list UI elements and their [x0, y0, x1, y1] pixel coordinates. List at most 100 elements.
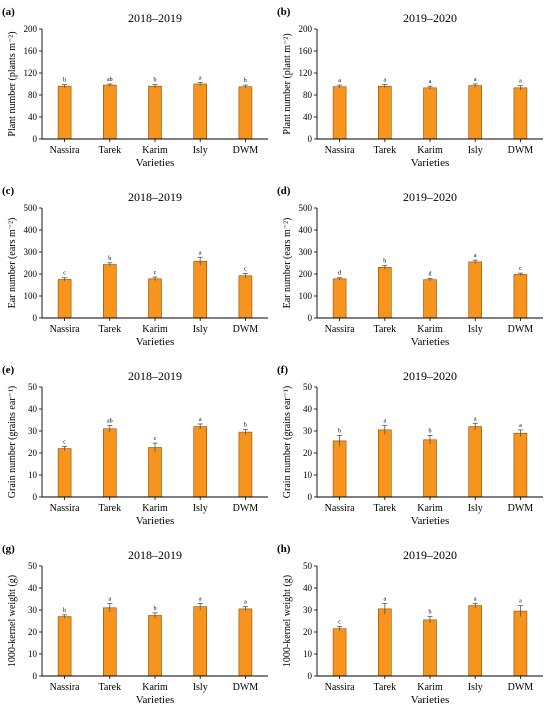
x-tick-label: Karim [417, 324, 443, 335]
bar-nassira [57, 448, 72, 498]
x-tick-label: Isly [193, 503, 208, 514]
x-tick-label: Karim [417, 145, 443, 156]
panel-b: (b) 2019–2020 0 40 80 120 160 200 a Nassira a Tarek… [275, 0, 550, 179]
panel-label: (d) [277, 185, 291, 197]
x-tick-label: Isly [193, 145, 208, 156]
x-tick-label: Isly [193, 324, 208, 335]
y-tick-label: 0 [33, 671, 38, 681]
panel-label: (b) [277, 6, 291, 18]
significance-letter: a [519, 423, 522, 429]
y-tick-label: 50 [28, 561, 38, 571]
chart-title: 2018–2019 [128, 369, 182, 383]
significance-letter: b [338, 428, 341, 434]
x-axis-label: Varieties [411, 515, 449, 527]
bar-isly [468, 261, 482, 319]
y-tick-label: 10 [303, 470, 313, 480]
significance-letter: a [474, 596, 477, 602]
x-axis-label: Varieties [136, 515, 174, 527]
x-tick-label: Isly [468, 145, 483, 156]
significance-letter: c [154, 436, 157, 442]
x-tick-label: Isly [468, 503, 483, 514]
x-tick-label: Karim [417, 682, 443, 693]
y-tick-label: 100 [24, 291, 38, 301]
bar-dwm [238, 608, 253, 677]
significance-letter: a [244, 600, 247, 606]
bar-tarek [103, 264, 117, 319]
x-tick-label: Nassira [325, 145, 356, 156]
significance-letter: b [429, 610, 432, 616]
y-tick-label: 10 [303, 649, 313, 659]
y-tick-label: 0 [308, 134, 313, 144]
x-tick-label: Nassira [325, 324, 356, 335]
x-tick-label: Isly [468, 324, 483, 335]
significance-letter: a [474, 253, 477, 259]
panel-label: (g) [2, 543, 15, 555]
x-tick-label: DWM [508, 324, 534, 335]
chart-svg-b: (b) 2019–2020 0 40 80 120 160 200 a Nassira a Tarek… [277, 6, 543, 169]
y-tick-label: 500 [299, 203, 313, 213]
significance-letter: a [199, 596, 202, 602]
panel-a: (a) 2018–2019 0 40 80 120 160 200 b Nassira ab Tare… [0, 0, 275, 179]
significance-letter: a [474, 416, 477, 422]
bar-tarek [378, 267, 392, 319]
significance-letter: a [383, 596, 386, 602]
bar-isly [193, 260, 207, 319]
y-tick-label: 40 [303, 583, 313, 593]
bar-karim [423, 619, 437, 677]
y-axis-label: Grain number (grains ear⁻¹) [7, 386, 18, 498]
bar-isly [193, 426, 207, 498]
x-tick-label: Karim [142, 324, 168, 335]
bar-nassira [57, 279, 72, 319]
chart-title: 2018–2019 [128, 548, 182, 562]
chart-svg-d: (d) 2019–2020 0 100 200 300 400 500 d Nassira b Tar… [277, 185, 543, 348]
y-tick-label: 400 [299, 225, 313, 235]
bar-karim [423, 87, 437, 140]
y-tick-label: 0 [308, 671, 313, 681]
chart-title: 2019–2020 [403, 190, 457, 204]
x-tick-label: Tarek [373, 145, 396, 156]
y-axis-label: Grain number (grains ear⁻¹) [282, 386, 293, 498]
bar-dwm [513, 274, 528, 319]
y-axis-label: Ear number (ears m⁻²) [7, 218, 18, 309]
y-tick-label: 20 [28, 627, 38, 637]
panel-label: (h) [277, 543, 291, 555]
y-tick-label: 30 [303, 605, 313, 615]
bar-isly [193, 83, 207, 140]
y-tick-label: 50 [303, 561, 313, 571]
x-tick-label: DWM [233, 503, 259, 514]
significance-letter: b [63, 78, 66, 84]
x-axis-label: Varieties [411, 336, 449, 348]
x-tick-label: Tarek [98, 682, 121, 693]
y-axis-label: 1000-kernel weight (g) [282, 575, 293, 667]
x-axis-label: Varieties [136, 336, 174, 348]
bar-tarek [103, 607, 117, 677]
bar-karim [423, 439, 437, 498]
chart-title: 2019–2020 [403, 369, 457, 383]
significance-letter: b [429, 428, 432, 434]
y-tick-label: 80 [28, 90, 38, 100]
chart-svg-a: (a) 2018–201904080120160200bNassiraabTare… [2, 6, 268, 169]
bar-dwm [238, 86, 253, 140]
x-tick-label: Karim [142, 682, 168, 693]
x-tick-label: Nassira [50, 682, 81, 693]
significance-letter: a [199, 250, 202, 256]
x-tick-label: DWM [233, 682, 259, 693]
y-tick-label: 0 [308, 492, 313, 502]
panel-f: (f) 2019–2020 0 10 20 30 40 50 b Nassira a Tarek b Ka… [275, 358, 550, 537]
x-tick-label: DWM [233, 324, 259, 335]
x-tick-label: Tarek [98, 324, 121, 335]
y-tick-label: 500 [24, 203, 38, 213]
y-tick-label: 40 [303, 404, 313, 414]
y-tick-label: 40 [28, 404, 38, 414]
y-tick-label: 20 [303, 627, 313, 637]
significance-letter: ab [107, 419, 113, 425]
x-tick-label: Isly [193, 682, 208, 693]
significance-letter: d [429, 271, 432, 277]
bar-nassira [332, 440, 347, 498]
bar-karim [148, 85, 162, 140]
significance-letter: a [429, 79, 432, 85]
significance-letter: a [108, 596, 111, 602]
bar-tarek [378, 85, 392, 140]
x-axis-label: Varieties [136, 157, 174, 169]
x-tick-label: Karim [417, 503, 443, 514]
